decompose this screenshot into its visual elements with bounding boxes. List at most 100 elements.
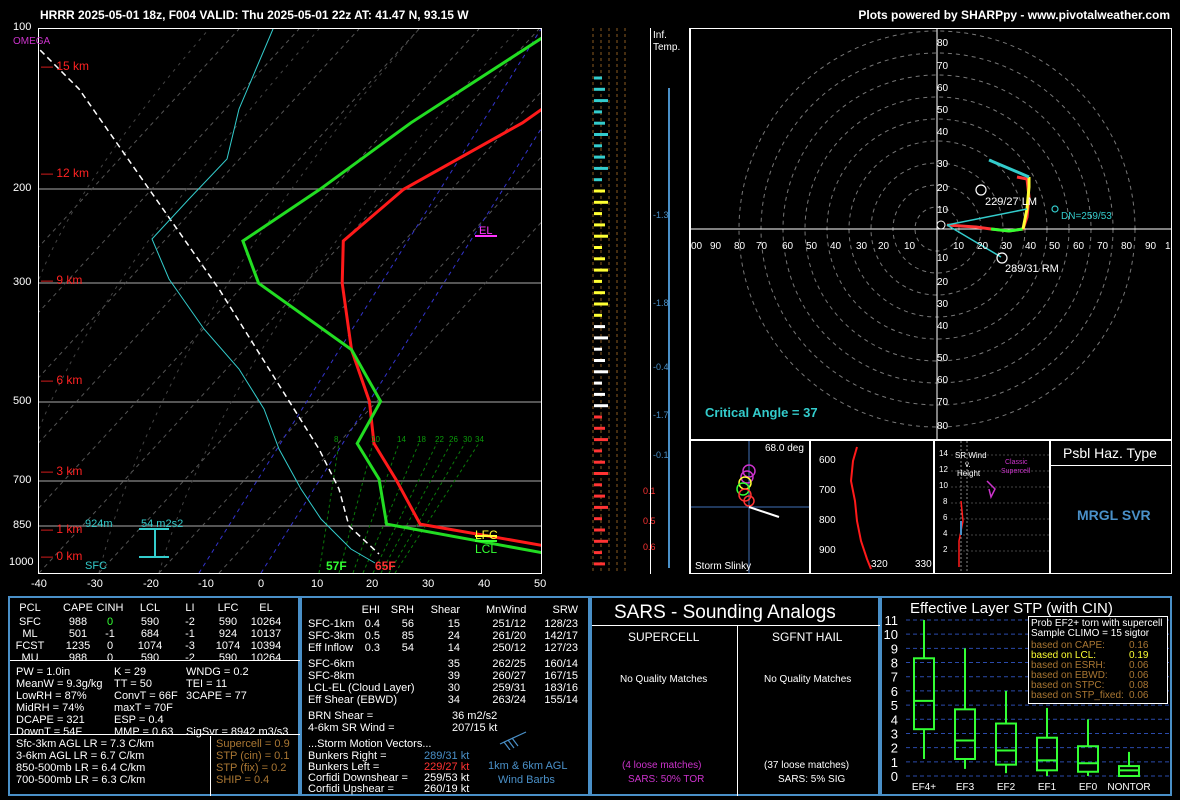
skewt-panel: 100 200 300 500 700 850 1000 — 15 km — 1… <box>9 21 542 574</box>
hodo-dn-label: DN=259/53 <box>1061 211 1112 222</box>
kin-row-label: SFC-3km <box>308 630 355 642</box>
kin-cell: 0.4 <box>364 618 380 630</box>
kin-cell: 14 <box>447 642 460 654</box>
kin-cell: 263/24 <box>492 694 526 706</box>
index-value: ESP = 0.4 <box>114 714 164 726</box>
sfc-temp-label: 65F <box>375 559 396 573</box>
srwind-title: v. <box>965 460 971 469</box>
motion-value: 260/19 kt <box>424 783 470 795</box>
motion-value: 259/53 kt <box>424 772 470 784</box>
hodo-ring-label: 80 <box>1121 241 1133 252</box>
kin-cell: 56 <box>401 618 414 630</box>
lcl-label: LCL <box>475 542 498 556</box>
stp-box <box>913 620 935 759</box>
kin-cell: 167/15 <box>544 670 578 682</box>
stp-legend-label: based on ESRH: <box>1031 660 1106 671</box>
sfc-dew-label: 57F <box>326 559 347 573</box>
parcel-cell: 590 <box>140 616 160 628</box>
theta-label: 330 <box>915 559 932 570</box>
hodo-rm-label: 289/31 RM <box>1005 263 1059 275</box>
index-value: MidRH = 74% <box>16 702 85 714</box>
index-value: DCAPE = 321 <box>16 714 85 726</box>
parcel-cell: 0 <box>106 640 114 652</box>
hodo-ring-label: 30 <box>937 299 949 310</box>
parcel-cell: 590 <box>218 616 238 628</box>
kin-cell: 262/25 <box>492 658 526 670</box>
stp-box <box>1036 707 1058 776</box>
divider <box>210 736 211 796</box>
kin-cell: 35 <box>447 658 460 670</box>
parcel-cell: 0 <box>106 616 114 628</box>
hodo-ring-label: 80 <box>937 38 949 49</box>
stp-legend-label: based on STPC: <box>1031 680 1105 691</box>
stp-category-label: EF2 <box>997 782 1016 793</box>
barbs-label: 1km & 6km AGL <box>488 760 568 772</box>
index-value: WNDG = 0.2 <box>186 666 249 678</box>
parcel-cell: -1 <box>185 628 195 640</box>
t-label: 40 <box>478 578 491 590</box>
t-label: 10 <box>311 578 324 590</box>
height-12km: — 12 km <box>41 166 90 180</box>
stp-legend-label: based on EBWD: <box>1031 670 1108 681</box>
parcel-cell: 590 <box>218 652 238 664</box>
parcel-table: PCL CAPE CINH LCL LI LFC EL SFC 988 0 590 -2 590 1026… <box>10 600 300 664</box>
stp-category-label: EF1 <box>1038 782 1057 793</box>
p-label-100: 100 <box>13 21 32 33</box>
hodo-ring-label: 00 <box>691 241 703 252</box>
kin-cell: 142/17 <box>544 630 578 642</box>
parcel-cell: 10394 <box>250 640 282 652</box>
stp-y-label: 2 <box>891 741 898 756</box>
indices-block: PW = 1.0in MeanW = 9.3g/kg LowRH = 87% MidR… <box>10 664 300 738</box>
sars-loose1: (4 loose matches) <box>622 760 702 771</box>
index-value: maxT = 70F <box>114 702 173 714</box>
index-value: PW = 1.0in <box>16 666 71 678</box>
hodo-ring-label: 60 <box>1073 241 1085 252</box>
hodo-ring-label: 10 <box>904 241 916 252</box>
srwind-y-label: 4 <box>943 529 948 538</box>
srwind-classic: Classic <box>1005 459 1028 466</box>
p-label-300: 300 <box>13 276 32 288</box>
theta-label: 320 <box>871 559 888 570</box>
hodo-ring-label: 10 <box>937 253 949 264</box>
stp-y-label: 5 <box>891 698 898 713</box>
sars-hail-header: SGFNT HAIL <box>772 630 843 644</box>
stp-legend-value: 0.06 <box>1129 670 1149 681</box>
parcel-cell: -2 <box>185 652 195 664</box>
hodo-ring-label: 70 <box>756 241 768 252</box>
stp-title: Effective Layer STP (with CIN) <box>910 600 1113 617</box>
hodo-ring-label: 30 <box>856 241 868 252</box>
storm-motion-title: ...Storm Motion Vectors... <box>308 738 432 750</box>
omega-value: 0.1 <box>643 486 656 496</box>
wind-barbs-sample <box>499 731 527 750</box>
srwind-y-label: 10 <box>939 481 948 490</box>
mix-ratio-label: 18 <box>417 435 426 444</box>
srwind-y-label: 14 <box>939 449 948 458</box>
inf-temp-title: Temp. <box>653 42 681 53</box>
critical-angle: Critical Angle = 37 <box>705 405 818 420</box>
hodograph-panel: 80 70 60 50 40 30 20 10 10 20 30 40 50 6… <box>690 28 1172 440</box>
t-label: -20 <box>143 578 159 590</box>
inf-temp-panel: Inf. Temp. -1.3 -1.8 -0.4 -1.7 -0.1 0.1 … <box>643 28 690 574</box>
mix-ratio-label: 14 <box>397 435 406 444</box>
parcel-header: LCL <box>139 602 161 614</box>
sars-supercell-header: SUPERCELL <box>628 630 700 644</box>
stp-y-label: 1 <box>891 755 898 770</box>
srwind-y-label: 12 <box>939 465 948 474</box>
parcel-cell: 924 <box>218 628 238 640</box>
hodo-lm-label: 229/27 LM <box>985 196 1037 208</box>
height-15km: — 15 km <box>41 59 90 73</box>
hodo-trace-upper <box>1021 177 1031 230</box>
parcel-header: PCL <box>19 602 41 614</box>
hodo-ring-label: 70 <box>937 61 949 72</box>
stp-box <box>1077 719 1099 776</box>
mix-ratio-label: 30 <box>463 435 472 444</box>
t-label: -30 <box>87 578 103 590</box>
theta-p-label: 900 <box>819 545 836 556</box>
stp-y-label: 6 <box>891 684 898 699</box>
composite-index: SHIP = 0.4 <box>216 774 270 786</box>
composite-index: STP (cin) = 0.1 <box>216 750 290 762</box>
kin-cell: 85 <box>401 630 414 642</box>
omega-value: -1.3 <box>653 210 669 220</box>
stp-category-label: EF4+ <box>912 782 936 793</box>
